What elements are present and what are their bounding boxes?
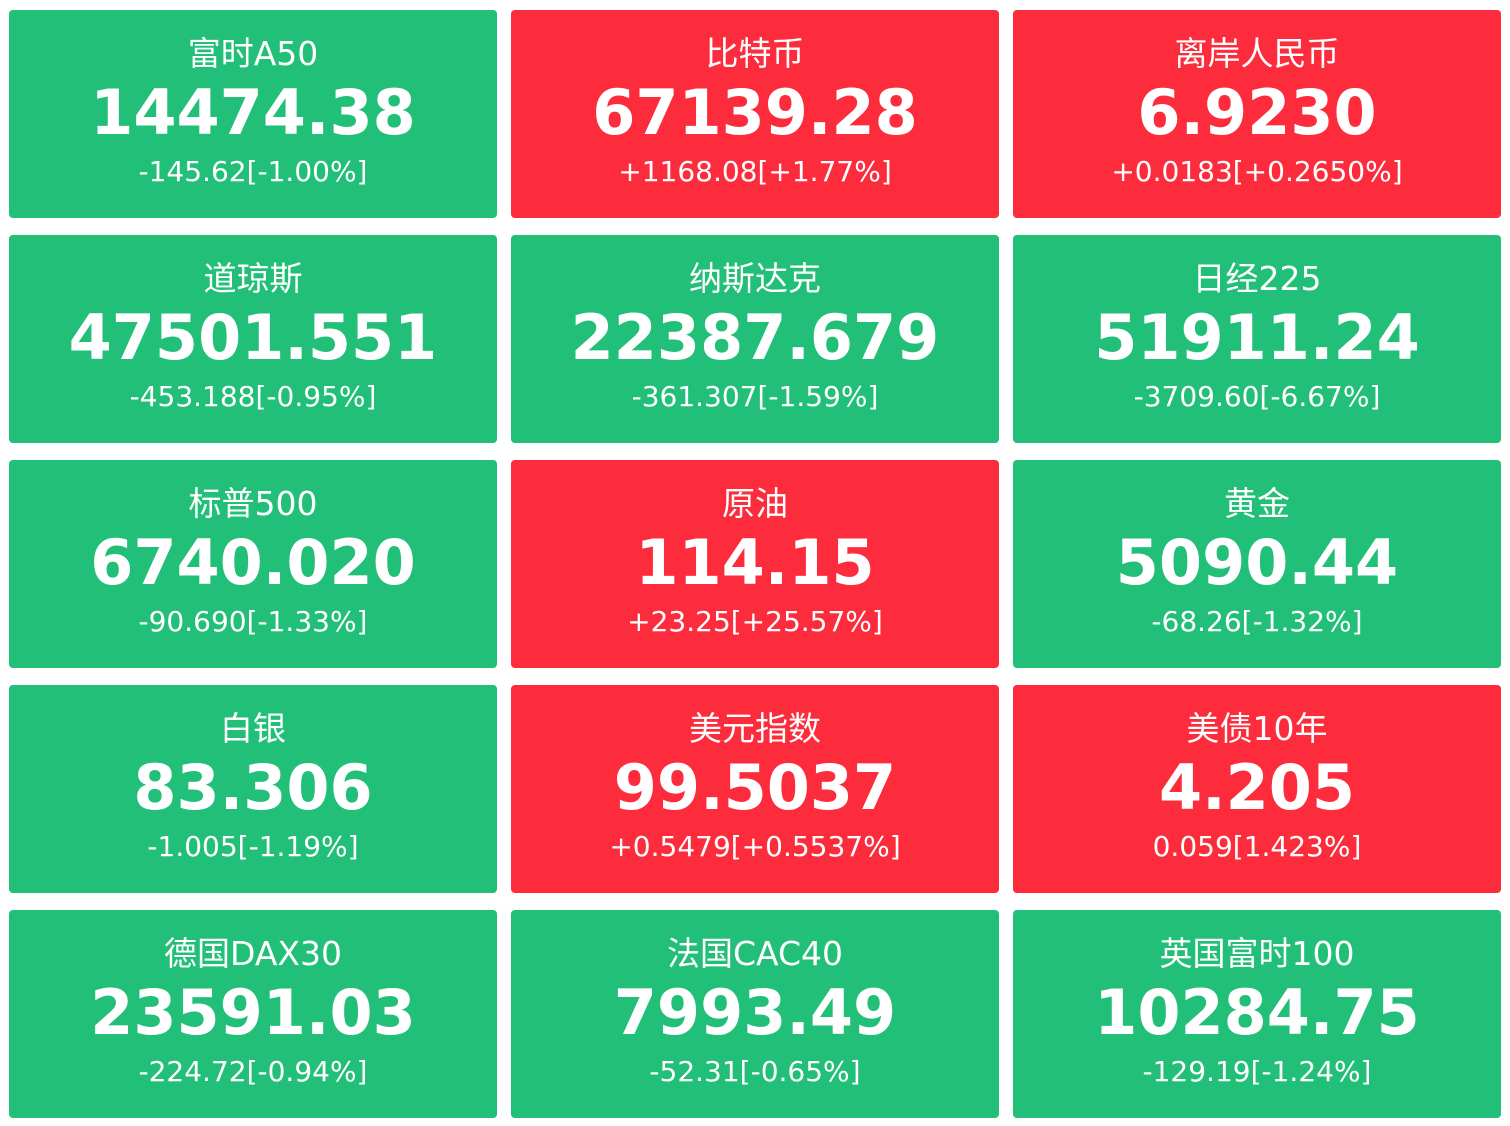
quote-name: 道琼斯 [203,259,303,298]
quote-tile-crude-oil[interactable]: 原油 114.15 +23.25[+25.57%] [511,460,999,668]
quote-price: 83.306 [133,751,373,824]
quote-change: -68.26[-1.32%] [1151,605,1363,638]
quote-price: 114.15 [635,526,875,599]
quote-change: -361.307[-1.59%] [631,380,879,413]
quote-name: 法国CAC40 [666,934,844,973]
quote-price: 99.5037 [613,751,897,824]
quote-price: 22387.679 [570,301,940,374]
quote-tile-dax30[interactable]: 德国DAX30 23591.03 -224.72[-0.94%] [9,910,497,1118]
quote-change: +0.0183[+0.2650%] [1111,155,1403,188]
quote-tile-silver[interactable]: 白银 83.306 -1.005[-1.19%] [9,685,497,893]
quote-price: 51911.24 [1094,301,1420,374]
quote-tile-dollar-index[interactable]: 美元指数 99.5037 +0.5479[+0.5537%] [511,685,999,893]
quote-change: -90.690[-1.33%] [138,605,368,638]
quote-tile-us-10y-treasury[interactable]: 美债10年 4.205 0.059[1.423%] [1013,685,1501,893]
quote-tile-bitcoin[interactable]: 比特币 67139.28 +1168.08[+1.77%] [511,10,999,218]
quote-tile-offshore-rmb[interactable]: 离岸人民币 6.9230 +0.0183[+0.2650%] [1013,10,1501,218]
quote-name: 美债10年 [1186,709,1328,748]
quote-name: 白银 [220,709,286,748]
quote-name: 标普500 [188,484,318,523]
quote-change: +23.25[+25.57%] [627,605,883,638]
quote-change: -52.31[-0.65%] [649,1055,861,1088]
quote-price: 23591.03 [90,976,416,1049]
quote-name: 比特币 [705,34,805,73]
quote-name: 日经225 [1192,259,1322,298]
quote-price: 7993.49 [613,976,897,1049]
quote-change: +1168.08[+1.77%] [618,155,892,188]
quote-price: 14474.38 [90,76,416,149]
quote-change: -453.188[-0.95%] [129,380,377,413]
quote-tile-nikkei-225[interactable]: 日经225 51911.24 -3709.60[-6.67%] [1013,235,1501,443]
quote-price: 67139.28 [592,76,918,149]
quote-tile-cac40[interactable]: 法国CAC40 7993.49 -52.31[-0.65%] [511,910,999,1118]
quote-tile-nasdaq[interactable]: 纳斯达克 22387.679 -361.307[-1.59%] [511,235,999,443]
quote-price: 47501.551 [68,301,438,374]
quote-name: 纳斯达克 [689,259,821,298]
quote-name: 离岸人民币 [1174,34,1340,73]
quote-tile-dow-jones[interactable]: 道琼斯 47501.551 -453.188[-0.95%] [9,235,497,443]
quote-name: 富时A50 [187,34,319,73]
quote-change: -145.62[-1.00%] [138,155,368,188]
quote-change: -129.19[-1.24%] [1142,1055,1372,1088]
quote-tile-gold[interactable]: 黄金 5090.44 -68.26[-1.32%] [1013,460,1501,668]
quote-tile-ftse-100[interactable]: 英国富时100 10284.75 -129.19[-1.24%] [1013,910,1501,1118]
quote-change: -224.72[-0.94%] [138,1055,368,1088]
quote-change: 0.059[1.423%] [1152,830,1362,863]
quote-price: 10284.75 [1094,976,1420,1049]
quote-tile-sp500[interactable]: 标普500 6740.020 -90.690[-1.33%] [9,460,497,668]
quote-name: 美元指数 [689,709,821,748]
quote-price: 6.9230 [1137,76,1377,149]
market-quote-grid: 富时A50 14474.38 -145.62[-1.00%] 比特币 67139… [9,10,1501,1118]
quote-change: +0.5479[+0.5537%] [609,830,901,863]
quote-name: 德国DAX30 [163,934,342,973]
quote-price: 6740.020 [90,526,416,599]
quote-name: 黄金 [1224,484,1290,523]
quote-name: 原油 [722,484,788,523]
quote-price: 5090.44 [1115,526,1399,599]
quote-tile-ftse-a50[interactable]: 富时A50 14474.38 -145.62[-1.00%] [9,10,497,218]
quote-change: -1.005[-1.19%] [147,830,359,863]
quote-name: 英国富时100 [1159,934,1355,973]
quote-change: -3709.60[-6.67%] [1133,380,1381,413]
quote-price: 4.205 [1158,751,1356,824]
